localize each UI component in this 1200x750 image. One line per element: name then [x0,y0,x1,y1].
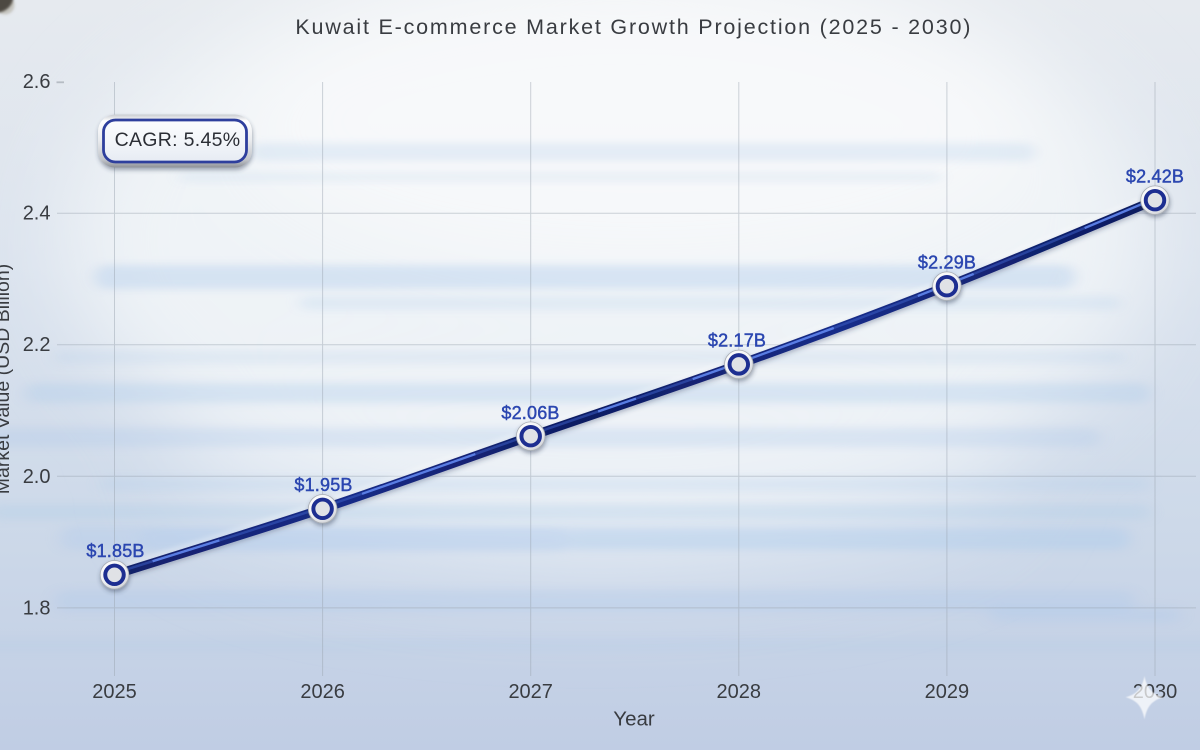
svg-text:$1.95B: $1.95B [294,475,352,495]
svg-text:$2.29B: $2.29B [918,252,976,272]
svg-text:2.6: 2.6 [23,71,51,93]
svg-text:CAGR: 5.45%: CAGR: 5.45% [115,129,241,151]
svg-text:2.4: 2.4 [23,203,51,225]
svg-text:$2.06B: $2.06B [501,403,559,423]
svg-text:2026: 2026 [300,681,345,703]
svg-text:1.8: 1.8 [23,597,51,619]
svg-text:2027: 2027 [508,681,553,703]
svg-text:$2.17B: $2.17B [708,331,766,351]
svg-text:$2.42B: $2.42B [1126,166,1184,186]
svg-text:2.0: 2.0 [23,466,51,488]
svg-text:$1.85B: $1.85B [86,541,144,561]
svg-text:Kuwait E-commerce Market Growt: Kuwait E-commerce Market Growth Projecti… [295,15,972,39]
svg-text:2025: 2025 [92,681,137,703]
svg-text:2029: 2029 [925,681,970,703]
svg-text:Year: Year [613,708,655,731]
svg-text:Market Value (USD Billion): Market Value (USD Billion) [0,264,14,494]
svg-text:2028: 2028 [717,681,762,703]
svg-text:2.2: 2.2 [23,334,51,356]
